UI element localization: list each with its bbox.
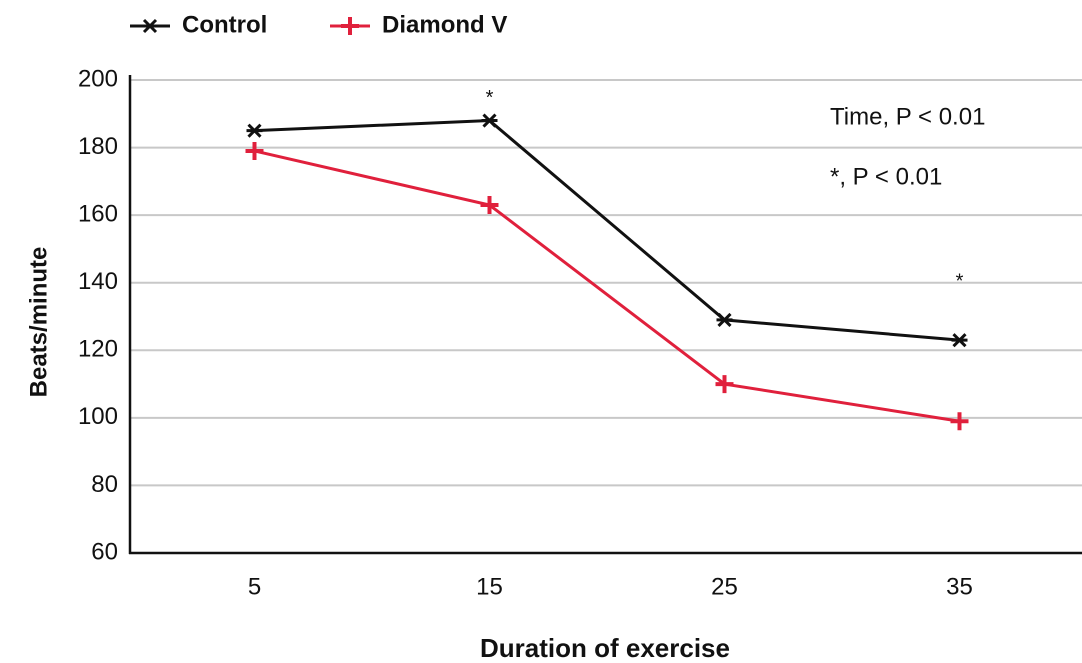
point bbox=[246, 123, 263, 138]
legend-marker bbox=[341, 17, 359, 35]
annotation: *, P < 0.01 bbox=[830, 163, 942, 190]
legend-marker bbox=[142, 18, 158, 34]
y-tick-label: 100 bbox=[78, 403, 118, 430]
point bbox=[245, 141, 264, 160]
y-tick-label: 160 bbox=[78, 200, 118, 227]
y-tick-label: 80 bbox=[91, 471, 118, 498]
x-tick-label: 25 bbox=[711, 573, 738, 600]
y-tick-label: 60 bbox=[91, 538, 118, 565]
series-line bbox=[254, 119, 960, 342]
series-line bbox=[254, 149, 960, 423]
y-axis-label: Beats/minute bbox=[25, 247, 52, 398]
x-axis-label: Duration of exercise bbox=[480, 633, 730, 663]
y-tick-label: 120 bbox=[78, 336, 118, 363]
point bbox=[716, 312, 733, 327]
significance-mark: * bbox=[956, 270, 964, 292]
point bbox=[715, 375, 734, 394]
annotation: Time, P < 0.01 bbox=[830, 103, 985, 130]
y-tick-label: 200 bbox=[78, 65, 118, 92]
point bbox=[481, 113, 498, 128]
x-tick-label: 5 bbox=[248, 573, 261, 600]
legend-label: Diamond V bbox=[382, 11, 507, 38]
x-tick-label: 15 bbox=[476, 573, 503, 600]
point bbox=[480, 196, 499, 215]
x-tick-label: 35 bbox=[946, 573, 973, 600]
significance-mark: * bbox=[486, 87, 494, 109]
point bbox=[951, 333, 968, 348]
legend-label: Control bbox=[182, 11, 267, 38]
y-tick-label: 140 bbox=[78, 268, 118, 295]
point bbox=[950, 412, 969, 431]
y-tick-label: 180 bbox=[78, 133, 118, 160]
